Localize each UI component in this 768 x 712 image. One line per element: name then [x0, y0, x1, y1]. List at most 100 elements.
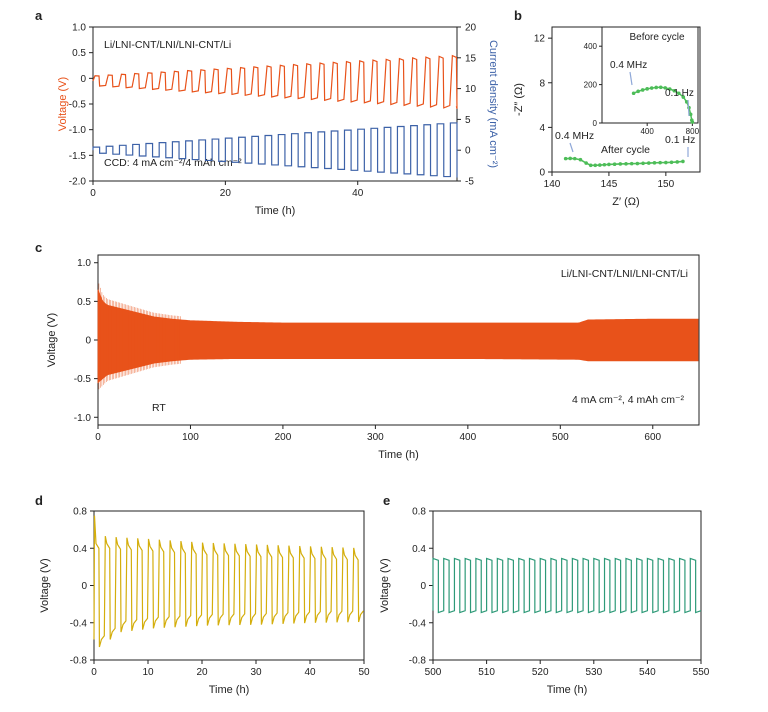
voltage-series: [92, 54, 458, 109]
y-axis-title: Voltage (V): [46, 313, 58, 367]
x-tick-label: 540: [639, 667, 656, 678]
panel-2: 0 100 200 300 400 500 600 1.0 0.5 0 -0.5 -1.0 Time (…: [46, 254, 700, 461]
y2-tick-label: -5: [465, 177, 474, 188]
x-tick-label: 30: [250, 667, 262, 678]
y2-tick-label: 20: [465, 23, 477, 34]
x-tick-label: 100: [182, 432, 199, 443]
y-tick-label: -1.0: [74, 413, 92, 424]
x-tick-label: 530: [585, 667, 602, 678]
chart-title: Li/LNI-CNT/LNI/LNI-CNT/Li: [561, 268, 688, 280]
panel-label-e: e: [383, 493, 390, 508]
chart-annotation: CCD: 4 mA cm⁻²/4 mAh cm⁻²: [104, 157, 242, 169]
x-tick-label: 40: [352, 188, 364, 199]
y2-axis-title: Current density (mA cm⁻²): [487, 40, 499, 168]
annotation-rt: RT: [152, 402, 166, 414]
y-tick-label: -0.8: [70, 656, 88, 667]
y-tick-label: 12: [534, 34, 546, 45]
panel-label-a: a: [35, 8, 43, 23]
inset-frame: [601, 26, 699, 124]
y-tick-label: 0: [420, 581, 426, 592]
y-tick-label: 4: [539, 123, 545, 134]
x-axis-title: Time (h): [209, 684, 250, 696]
y-axis-title: Voltage (V): [379, 558, 391, 612]
x-tick-label: 400: [460, 432, 477, 443]
x-tick-label: 50: [358, 667, 370, 678]
x-axis-title: Z′ (Ω): [612, 196, 639, 208]
inset-arrow-high: [629, 71, 633, 86]
inset-freq-label-low: 0.1 Hz: [665, 88, 694, 99]
voltage-series: [93, 515, 364, 648]
after-cycle-line: [565, 157, 684, 167]
y2-tick-label: 5: [465, 115, 471, 126]
x-tick-label: 145: [601, 179, 618, 190]
y-tick-label: -0.8: [409, 656, 427, 667]
panel-0: 0 20 40 1.0 0.5 0 -0.5 -1.0 -1.5 -2.0 Time (h) Volt…: [57, 23, 499, 218]
x-axis-title: Time (h): [255, 205, 296, 217]
y-tick-label: 0: [81, 581, 87, 592]
x-tick-label: 0: [90, 188, 96, 199]
freq-label-high: 0.4 MHz: [555, 130, 594, 142]
voltage-overshoot: [98, 283, 181, 390]
x-tick-label: 500: [552, 432, 569, 443]
y-tick-label: -0.4: [409, 618, 427, 629]
chart-title: Li/LNI-CNT/LNI/LNI-CNT/Li: [104, 39, 231, 51]
x-tick-label: 20: [220, 188, 232, 199]
x-tick-label: 0: [95, 432, 101, 443]
x-tick-label: 510: [478, 667, 495, 678]
x-tick-label: 20: [196, 667, 208, 678]
x-tick-label: 200: [275, 432, 292, 443]
y2-tick-label: 10: [465, 84, 477, 95]
x-tick-label: 500: [425, 667, 442, 678]
y-axis-title: Voltage (V): [57, 77, 69, 131]
x-tick-label: 150: [658, 179, 675, 190]
x-tick-label: 300: [367, 432, 384, 443]
inset-arrow-low: [687, 99, 690, 117]
before-cycle-line: [633, 86, 694, 123]
y2-tick-label: 15: [465, 53, 477, 64]
freq-label-low: 0.1 Hz: [665, 134, 695, 146]
annotation-conditions: 4 mA cm⁻², 4 mAh cm⁻²: [572, 394, 685, 406]
y-tick-label: -1.5: [69, 151, 87, 162]
y-tick-label: -1.0: [69, 125, 87, 136]
voltage-envelope: [97, 289, 699, 384]
x-axis-title: Time (h): [547, 684, 588, 696]
panel-1: 140 145 150 0 4 8 12 Z′ (Ω) -Z″ (Ω) 0.4 MHz After …: [513, 26, 701, 208]
x-tick-label: 140: [544, 179, 561, 190]
x-tick-label: 600: [644, 432, 661, 443]
voltage-series: [432, 557, 702, 614]
panel-label-b: b: [514, 8, 522, 23]
x-tick-label: 0: [91, 667, 97, 678]
y-tick-label: 0: [80, 74, 86, 85]
y-tick-label: 1.0: [77, 258, 91, 269]
y-tick-label: 1.0: [72, 23, 86, 34]
x-tick-label: 520: [532, 667, 549, 678]
y-tick-label: 0.8: [412, 507, 426, 518]
panel-label-d: d: [35, 493, 43, 508]
y-axis-title: -Z″ (Ω): [513, 83, 525, 116]
y-tick-label: 0.5: [77, 297, 91, 308]
x-tick-label: 550: [693, 667, 710, 678]
y-tick-label: 0: [539, 168, 545, 179]
inset-y-tick-label: 200: [584, 81, 598, 90]
y-tick-label: 0.8: [73, 507, 87, 518]
x-tick-label: 10: [142, 667, 154, 678]
y-tick-label: -2.0: [69, 177, 87, 188]
current-density-series: [92, 122, 458, 178]
y-axis-title: Voltage (V): [39, 558, 51, 612]
y-tick-label: 0.4: [412, 544, 426, 555]
x-axis-title: Time (h): [378, 449, 419, 461]
y-tick-label: 0.4: [73, 544, 87, 555]
y-tick-label: -0.5: [74, 374, 92, 385]
inset-y-tick-label: 0: [593, 119, 598, 128]
y2-tick-label: 0: [465, 146, 471, 157]
inset-y-tick-label: 400: [584, 42, 598, 51]
y-tick-label: -0.5: [69, 100, 87, 111]
inset-x-tick-label: 800: [686, 127, 700, 136]
arrow-high-freq: [569, 142, 574, 153]
panel-4: 500 510 520 530 540 550 0.8 0.4 0 -0.4 -0.8 Time (h…: [379, 507, 710, 697]
inset-x-tick-label: 400: [640, 127, 654, 136]
y-tick-label: 0: [85, 336, 91, 347]
y-tick-label: 8: [539, 78, 545, 89]
panel-3: 0 10 20 30 40 50 0.8 0.4 0 -0.4 -0.8 Time (h) Voltag…: [39, 507, 370, 697]
